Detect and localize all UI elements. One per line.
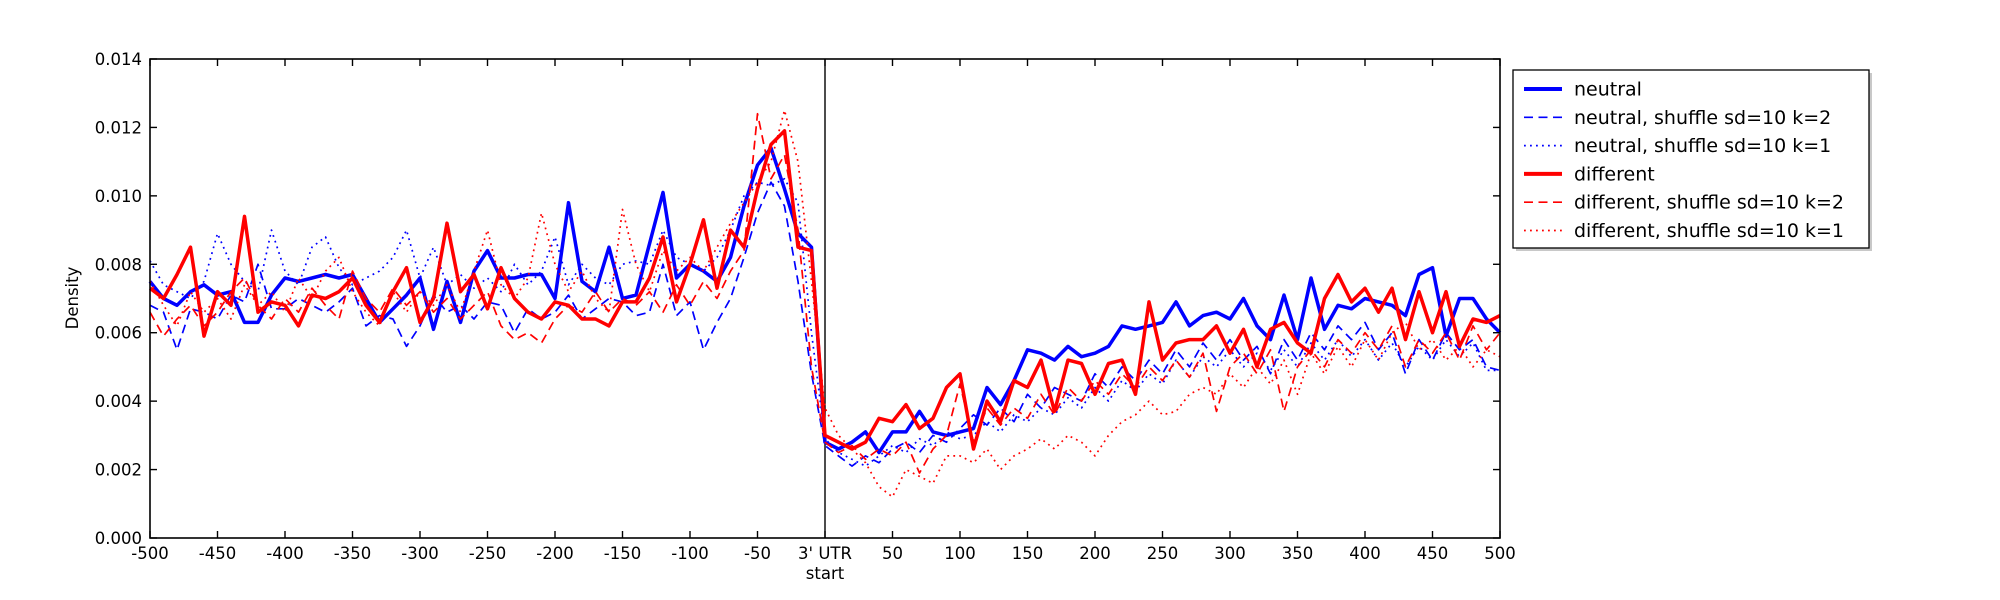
legend-item-neutral-shuffle-k2: neutral, shuffle sd=10 k=2 xyxy=(1524,107,1831,129)
x-tick-label: -300 xyxy=(401,544,438,563)
y-tick-label: 0.004 xyxy=(95,392,142,411)
series-line-different-shuffle-k2 xyxy=(149,112,1501,474)
series-line-different-shuffle-k1 xyxy=(149,109,1501,498)
legend-label-neutral-shuffle-k2: neutral, shuffle sd=10 k=2 xyxy=(1574,107,1831,129)
y-tick-label: 0.010 xyxy=(95,187,142,206)
y-tick-label: 0.000 xyxy=(95,529,142,548)
legend-item-different-shuffle-k2: different, shuffle sd=10 k=2 xyxy=(1524,192,1844,214)
y-tick-label: 0.006 xyxy=(95,324,142,343)
x-tick-label: -150 xyxy=(604,544,641,563)
x-tick-label: 200 xyxy=(1079,544,1111,563)
x-zero-label-utr: 3' UTR xyxy=(798,544,852,563)
x-tick-label: -100 xyxy=(671,544,708,563)
legend-item-neutral-shuffle-k1: neutral, shuffle sd=10 k=1 xyxy=(1524,135,1831,157)
legend-item-neutral: neutral xyxy=(1524,79,1642,101)
series-line-neutral-shuffle-k2 xyxy=(149,181,1501,467)
x-tick-label: 500 xyxy=(1484,544,1516,563)
x-tick-label: -400 xyxy=(266,544,303,563)
x-tick-label: -350 xyxy=(334,544,371,563)
legend-label-different: different xyxy=(1574,163,1655,185)
x-zero-label-start: start xyxy=(806,564,845,583)
x-tick-label: 400 xyxy=(1349,544,1381,563)
legend-item-different-shuffle-k1: different, shuffle sd=10 k=1 xyxy=(1524,220,1844,242)
x-tick-label: 450 xyxy=(1417,544,1449,563)
series-line-neutral-shuffle-k1 xyxy=(149,177,1500,467)
y-tick-label: 0.012 xyxy=(95,118,142,137)
x-tick-label: -50 xyxy=(744,544,771,563)
legend-box xyxy=(1512,69,1870,249)
legend-label-neutral-shuffle-k1: neutral, shuffle sd=10 k=1 xyxy=(1574,135,1831,157)
x-tick-label: 350 xyxy=(1282,544,1314,563)
y-tick-label: 0.014 xyxy=(95,50,142,69)
legend-label-different-shuffle-k1: different, shuffle sd=10 k=1 xyxy=(1574,220,1844,242)
y-tick-label: 0.008 xyxy=(95,255,142,274)
x-tick-label: -250 xyxy=(469,544,506,563)
y-axis-label: Density xyxy=(63,266,82,329)
x-tick-label: 50 xyxy=(882,544,903,563)
legend-label-different-shuffle-k2: different, shuffle sd=10 k=2 xyxy=(1574,192,1844,214)
x-tick-label: -500 xyxy=(131,544,168,563)
y-tick-label: 0.002 xyxy=(95,461,142,480)
legend-item-different: different xyxy=(1524,163,1655,185)
x-tick-label: -450 xyxy=(199,544,236,563)
series-line-different xyxy=(148,129,1501,451)
x-tick-label: -200 xyxy=(536,544,573,563)
x-tick-label: 100 xyxy=(944,544,976,563)
legend-label-neutral: neutral xyxy=(1574,79,1642,101)
x-tick-label: 150 xyxy=(1012,544,1044,563)
legend: neutral neutral, shuffle sd=10 k=2 neutral… xyxy=(1524,79,1844,242)
x-tick-label: 300 xyxy=(1214,544,1246,563)
x-tick-label: 250 xyxy=(1147,544,1179,563)
